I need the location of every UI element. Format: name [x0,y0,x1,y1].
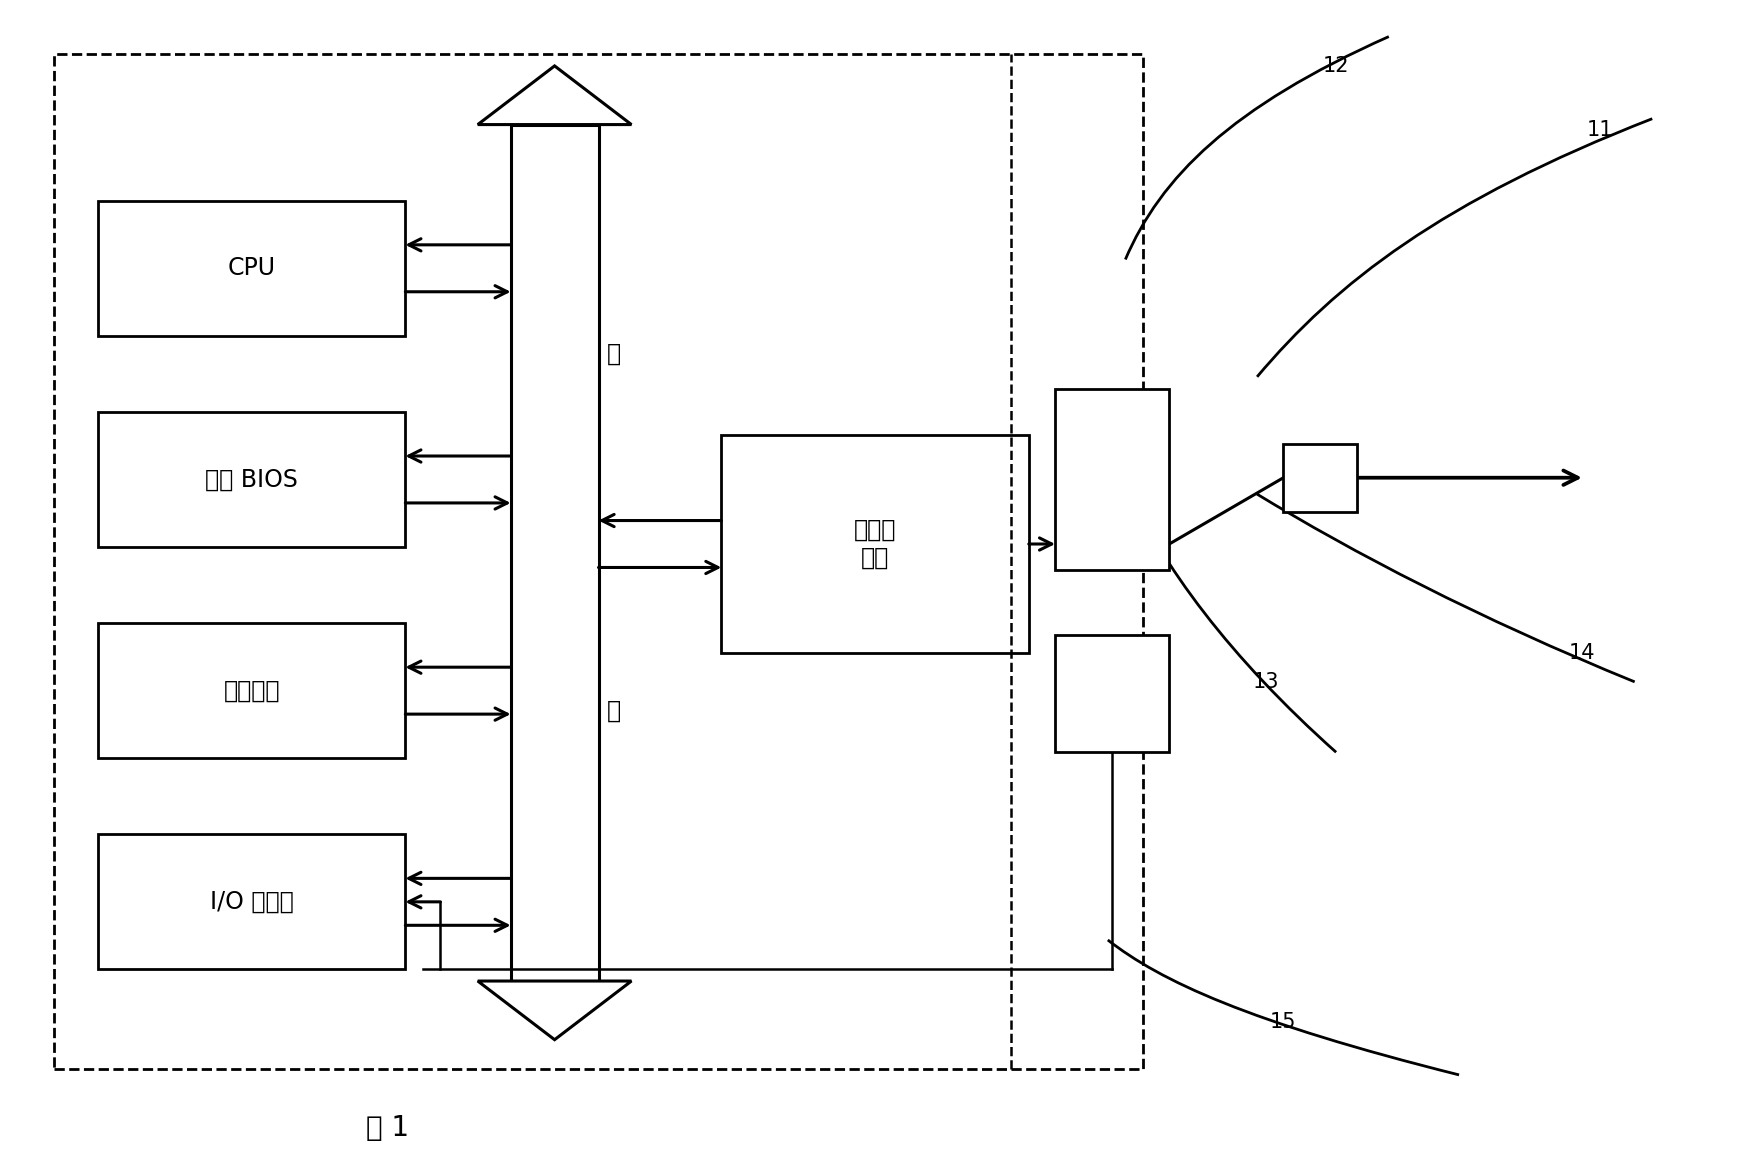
Bar [99,835,405,969]
Text: 线: 线 [607,700,621,723]
Bar [99,201,405,336]
Text: 显示适
配器: 显示适 配器 [853,519,897,570]
Bar [721,435,1029,653]
FancyArrow shape [478,981,631,1040]
Text: CPU: CPU [227,256,276,280]
Bar [1284,443,1358,512]
Text: 总: 总 [607,341,621,366]
Text: 12: 12 [1323,56,1349,76]
Text: 14: 14 [1569,642,1595,662]
Bar [99,412,405,547]
Text: 13: 13 [1252,671,1279,691]
Bar [510,125,598,981]
Bar [1055,635,1170,753]
Text: 11: 11 [1587,120,1613,140]
FancyArrow shape [478,66,631,125]
Bar [1055,388,1170,570]
Bar [99,623,405,759]
Text: 15: 15 [1270,1013,1296,1033]
Text: 系统内存: 系统内存 [223,679,280,702]
Text: I/O 控制器: I/O 控制器 [209,890,294,914]
Text: 图 1: 图 1 [366,1114,410,1142]
Text: 系统 BIOS: 系统 BIOS [206,468,297,492]
Bar [55,54,1143,1069]
